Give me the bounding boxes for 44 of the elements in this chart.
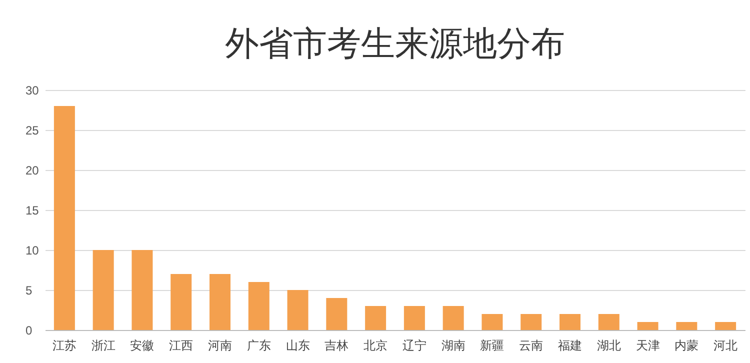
x-tick-label: 安徽 <box>130 338 154 352</box>
x-tick-label: 山东 <box>286 338 310 352</box>
x-tick-label: 江西 <box>169 338 194 352</box>
x-tick-label: 湖南 <box>441 338 466 352</box>
bar <box>170 274 192 330</box>
x-tick-label: 河南 <box>208 338 232 352</box>
bar <box>132 250 153 330</box>
bar <box>442 306 464 330</box>
bar <box>404 306 425 330</box>
bar <box>676 322 698 330</box>
x-tick-label: 河北 <box>714 338 738 352</box>
y-tick-label: 20 <box>26 164 40 178</box>
x-tick-label: 福建 <box>558 338 582 352</box>
y-tick-label: 10 <box>26 244 40 258</box>
y-tick-label: 0 <box>26 324 32 338</box>
x-tick-label: 广东 <box>246 338 271 352</box>
bar <box>482 314 503 330</box>
bar <box>54 106 75 330</box>
x-tick-label: 内蒙 <box>674 338 699 352</box>
bar <box>365 306 386 330</box>
x-tick-label: 云南 <box>519 338 544 352</box>
y-tick-label: 5 <box>26 284 32 298</box>
bar <box>520 314 542 330</box>
bar <box>92 250 114 330</box>
chart-title: 外省市考生来源地分布 <box>225 25 565 63</box>
x-tick-label: 新疆 <box>480 338 504 352</box>
bar <box>715 322 736 330</box>
bar <box>210 274 230 330</box>
y-tick-label: 15 <box>26 204 40 218</box>
x-tick-label: 浙江 <box>91 338 116 352</box>
x-tick-label: 天津 <box>636 338 660 352</box>
bar <box>248 282 270 330</box>
x-tick-label: 江苏 <box>52 338 76 352</box>
x-tick-label: 湖北 <box>596 338 621 352</box>
x-tick-label: 辽宁 <box>402 338 426 352</box>
bar <box>560 314 580 330</box>
bar <box>637 322 658 330</box>
y-tick-label: 30 <box>26 84 40 98</box>
x-tick-label: 北京 <box>364 338 388 352</box>
x-tick-label: 吉林 <box>324 338 349 352</box>
y-tick-label: 25 <box>26 124 40 138</box>
bar <box>287 290 308 330</box>
bar <box>326 298 348 330</box>
bar <box>598 314 620 330</box>
